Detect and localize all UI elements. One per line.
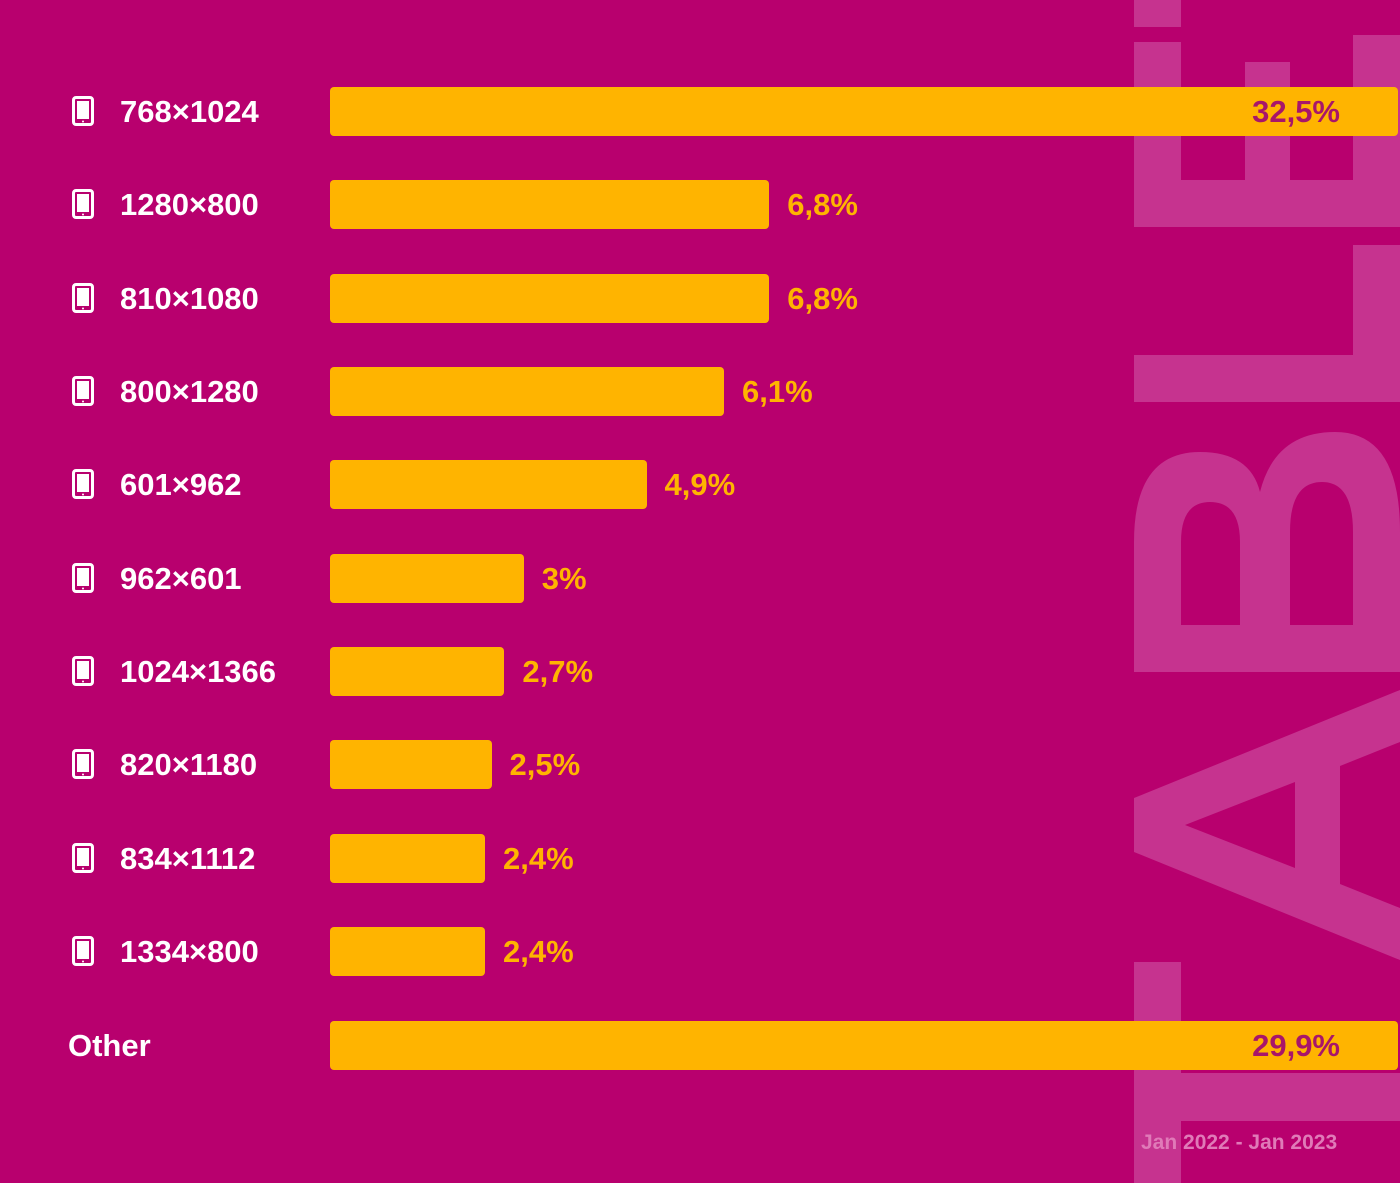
bar-row: Other 29,9% (0, 1020, 1400, 1071)
value-label: 2,5% (509, 747, 581, 783)
category-label: 962×601 (120, 560, 242, 596)
value-label: 29,9% (1252, 1027, 1340, 1063)
value-label: 4,9% (664, 467, 736, 503)
tablet-icon (72, 189, 94, 220)
category-label: 820×1180 (120, 747, 258, 783)
bar (330, 273, 770, 323)
value-label: 2,4% (503, 934, 574, 970)
tablet-icon (72, 376, 94, 407)
watermark-letter-a (1134, 690, 1400, 960)
bar-row: 1334×800 2,4% (0, 927, 1400, 977)
bar-row: 601×962 4,9% (0, 460, 1400, 510)
bar-row: 834×1112 2,4% (0, 833, 1400, 884)
bar-row: 768×1024 32,5% (0, 87, 1400, 137)
category-label: 601×962 (120, 467, 242, 503)
bar (330, 87, 1398, 136)
category-label: 810×1080 (120, 280, 259, 316)
bar (330, 553, 524, 603)
bar (330, 647, 505, 697)
watermark-letter-l (1134, 245, 1400, 402)
tablet-icon (72, 749, 94, 780)
category-label: 800×1280 (120, 374, 259, 410)
category-label: 768×1024 (120, 94, 259, 129)
value-label: 6,8% (787, 187, 858, 223)
category-label: Other (68, 1027, 151, 1063)
tablet-icon (72, 936, 94, 967)
bar-row: 810×1080 6,8% (0, 273, 1400, 324)
bar (330, 1020, 1398, 1070)
category-label: 1024×1366 (120, 654, 277, 690)
value-label: 3% (541, 560, 587, 596)
category-label: 1334×800 (120, 934, 259, 970)
tablet-icon (72, 469, 94, 500)
value-label: 6,8% (787, 280, 858, 316)
category-label: 1280×800 (120, 187, 259, 223)
bar-row: 800×1280 6,1% (0, 367, 1400, 417)
value-label: 2,7% (522, 654, 594, 690)
tablet-icon (72, 96, 94, 126)
value-label: 2,4% (503, 840, 574, 876)
bar (330, 833, 486, 883)
tablet-icon (72, 656, 94, 687)
bar-row: 1024×1366 2,7% (0, 647, 1400, 697)
bar-row: 962×601 3% (0, 553, 1400, 604)
date-range: Jan 2022 - Jan 2023 (1141, 1131, 1338, 1154)
tablet-icon (72, 282, 94, 313)
bar (330, 367, 725, 417)
watermark-letter-b (1134, 432, 1400, 672)
watermark-letter-t2 (1134, 0, 1400, 27)
value-label: 6,1% (742, 374, 813, 410)
bar-row: 1280×800 6,8% (0, 180, 1400, 230)
bar (330, 927, 486, 977)
tablet-icon (72, 842, 94, 873)
bar (330, 460, 647, 510)
bar (330, 740, 492, 790)
category-label: 834×1112 (120, 840, 256, 876)
bar (330, 180, 770, 230)
value-label: 32,5% (1252, 94, 1340, 129)
watermark-letter-t (1134, 962, 1400, 1183)
tablet-icon (72, 562, 94, 593)
bar-row: 820×1180 2,5% (0, 740, 1400, 790)
